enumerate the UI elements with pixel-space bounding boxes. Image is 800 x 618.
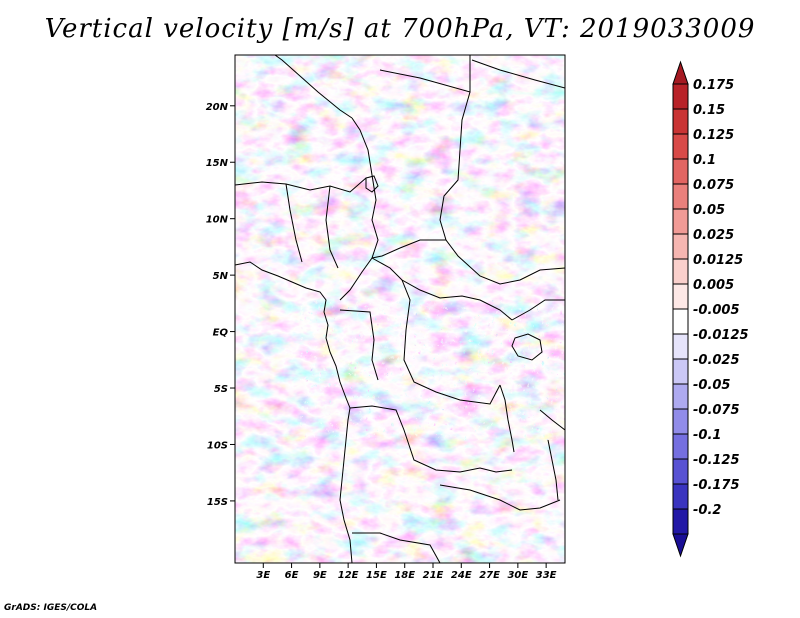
coastline (235, 261, 353, 563)
lon-tick-label: 9E (313, 570, 327, 581)
country-borders (235, 55, 565, 563)
colorbar-segment (672, 283, 689, 310)
colorbar-label: -0.2 (693, 503, 721, 518)
lat-tick-label: 15S (207, 497, 228, 508)
colorbar-label: 0.125 (693, 128, 734, 143)
colorbar-segment (672, 508, 689, 535)
colorbar-segment (672, 158, 689, 185)
colorbar-segment (672, 183, 689, 210)
colorbar-segment (672, 233, 689, 260)
latitude-axis: 20N 15N 10N 5N EQ 5S 10S 15S (206, 102, 235, 508)
colorbar-bottom-arrow (672, 533, 689, 558)
lat-tick-label: 5S (214, 384, 228, 395)
lat-tick-label: 10S (207, 440, 228, 451)
colorbar-segment (672, 208, 689, 235)
colorbar-label: -0.0125 (693, 328, 749, 343)
map-plot (234, 54, 566, 564)
map-frame (234, 54, 566, 564)
colorbar-label: 0.15 (693, 103, 725, 118)
lon-tick-label: 33E (536, 570, 557, 581)
lat-tick-label: 15N (206, 158, 229, 169)
lon-tick-label: 21E (423, 570, 444, 581)
colorbar-label: -0.025 (693, 353, 740, 368)
colorbar-label: -0.175 (693, 478, 740, 493)
lon-tick-label: 15E (366, 570, 387, 581)
lon-tick-label: 12E (338, 570, 359, 581)
colorbar-top-arrow (672, 60, 689, 85)
longitude-axis: 3E 6E 9E 12E 15E 18E 21E 24E 27E 30E 33E (256, 563, 557, 581)
lake-victoria (511, 333, 543, 361)
page-title: Vertical velocity [m/s] at 700hPa, VT: 2… (44, 14, 756, 44)
lake-tanganyika (499, 384, 515, 453)
colorbar-segment (672, 358, 689, 385)
lon-tick-label: 27E (479, 570, 500, 581)
colorbar-label: 0.175 (693, 78, 734, 93)
colorbar-label: 0.05 (693, 203, 725, 218)
colorbar-segment (672, 408, 689, 435)
colorbar-label: 0.025 (693, 228, 734, 243)
colorbar-label: 0.005 (693, 278, 734, 293)
colorbar-label: -0.005 (693, 303, 740, 318)
lon-tick-label: 24E (451, 570, 472, 581)
colorbar-label: 0.075 (693, 178, 734, 193)
colorbar-segment (672, 258, 689, 285)
colorbar-label: 0.0125 (693, 253, 743, 268)
colorbar: 0.175 0.15 0.125 0.1 0.075 0.05 0.025 0.0125 0.0… (672, 60, 749, 558)
lon-tick-label: 6E (285, 570, 299, 581)
lon-tick-label: 18E (394, 570, 415, 581)
lat-tick-label: 10N (206, 215, 229, 226)
colorbar-segment (672, 83, 689, 110)
lat-tick-label: 5N (213, 271, 229, 282)
lat-tick-label: EQ (213, 328, 229, 339)
colorbar-label: -0.075 (693, 403, 740, 418)
colorbar-segment (672, 333, 689, 360)
grads-credit: GrADS: IGES/COLA (4, 603, 98, 613)
colorbar-segment (672, 133, 689, 160)
colorbar-label: -0.05 (693, 378, 730, 393)
colorbar-segment (672, 308, 689, 335)
lon-tick-label: 30E (507, 570, 528, 581)
lat-tick-label: 20N (206, 102, 229, 113)
colorbar-label: -0.1 (693, 428, 721, 443)
convective-speckle (300, 300, 565, 440)
colorbar-label: 0.1 (693, 153, 716, 168)
colorbar-segment (672, 458, 689, 485)
lake-malawi (547, 439, 559, 501)
colorbar-label: -0.125 (693, 453, 740, 468)
lon-tick-label: 3E (256, 570, 270, 581)
colorbar-segment (672, 383, 689, 410)
colorbar-segment (672, 108, 689, 135)
colorbar-segment (672, 483, 689, 510)
colorbar-segment (672, 433, 689, 460)
